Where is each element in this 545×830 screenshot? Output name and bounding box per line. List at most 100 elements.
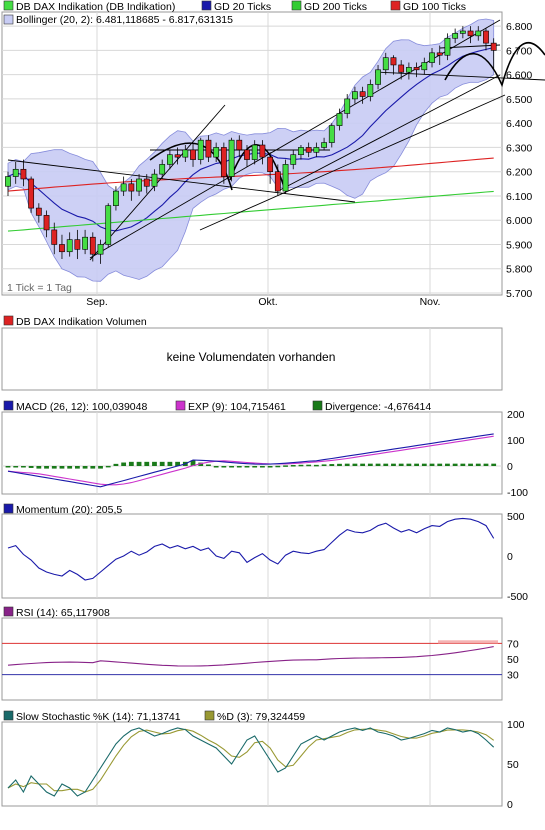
legend-divergence: Divergence: -4,676414 bbox=[325, 401, 431, 413]
legend-swatch-bollinger bbox=[3, 14, 14, 25]
month-label: Nov. bbox=[420, 296, 441, 308]
volume-panel-frame bbox=[1, 327, 503, 391]
candle-body bbox=[344, 98, 351, 114]
legend-volume: DB DAX Indikation Volumen bbox=[16, 316, 147, 328]
divergence-bar bbox=[67, 466, 73, 469]
rsi-line bbox=[7, 646, 494, 667]
candle-body bbox=[97, 244, 104, 255]
divergence-bar bbox=[260, 466, 265, 468]
candle-body bbox=[352, 91, 358, 100]
divergence-bar bbox=[398, 463, 404, 466]
candle-body bbox=[82, 236, 88, 250]
trend-line-5 bbox=[199, 94, 506, 231]
divergence-bar bbox=[468, 463, 473, 466]
divergence-bar bbox=[445, 463, 450, 466]
divergence-bar bbox=[190, 460, 196, 466]
divergence-bar bbox=[21, 466, 26, 468]
divergence-bar bbox=[344, 463, 350, 466]
divergence-bar bbox=[275, 465, 281, 468]
month-label: Okt. bbox=[258, 296, 277, 308]
rsi-tick-label: 50 bbox=[507, 654, 519, 666]
candle-body bbox=[251, 144, 258, 160]
candle-body bbox=[336, 113, 343, 126]
divergence-bar bbox=[36, 466, 42, 469]
momentum-line bbox=[7, 517, 495, 581]
divergence-bar bbox=[244, 466, 250, 468]
divergence-bar bbox=[105, 465, 111, 468]
divergence-bar bbox=[406, 463, 412, 466]
divergence-bar bbox=[13, 466, 19, 468]
macd-panel-frame bbox=[1, 411, 503, 495]
candle-body bbox=[190, 149, 196, 160]
divergence-bar bbox=[452, 463, 458, 466]
divergence-bar bbox=[236, 466, 242, 468]
trend-lines bbox=[7, 19, 545, 261]
divergence-bar bbox=[144, 461, 150, 466]
stoch-k-line bbox=[7, 727, 495, 797]
divergence-bar bbox=[98, 466, 103, 469]
moving-averages bbox=[7, 47, 494, 232]
candle-body bbox=[321, 142, 327, 148]
divergence-bar bbox=[229, 466, 234, 468]
legend-swatch-macd bbox=[3, 400, 14, 411]
legend-rsi: RSI (14): 65,117908 bbox=[16, 607, 110, 619]
divergence-bar bbox=[198, 462, 204, 466]
candle-body bbox=[274, 171, 281, 192]
divergence-bar bbox=[206, 464, 211, 466]
divergence-bar bbox=[283, 465, 288, 467]
main-legend: DB DAX Indikation (DB Indikation) GD 20 … bbox=[3, 0, 466, 294]
candle-body bbox=[105, 205, 112, 245]
candle-body bbox=[267, 156, 274, 172]
divergence-bar bbox=[113, 463, 119, 466]
trend-line-4 bbox=[279, 74, 501, 191]
legend-stoch-d: %D (3): 79,324459 bbox=[217, 711, 305, 723]
candle-body bbox=[290, 154, 297, 165]
legend-gd20: GD 20 Ticks bbox=[214, 1, 271, 13]
main-panel-frame bbox=[1, 11, 503, 296]
divergence-bar bbox=[337, 463, 342, 466]
legend-main: DB DAX Indikation (DB Indikation) bbox=[16, 1, 175, 13]
candle-body bbox=[398, 64, 405, 73]
legend-swatch-gd100 bbox=[390, 0, 401, 11]
tick-note: 1 Tick = 1 Tag bbox=[7, 282, 72, 294]
candle-body bbox=[390, 57, 397, 66]
arc-pattern-3 bbox=[444, 42, 545, 88]
candle-body bbox=[120, 183, 127, 192]
divergence-bar bbox=[221, 466, 227, 468]
divergence-bar bbox=[313, 464, 319, 467]
divergence-bar bbox=[460, 463, 466, 466]
legend-swatch-divergence bbox=[312, 400, 323, 411]
divergence-bar bbox=[414, 463, 419, 466]
divergence-bar bbox=[121, 462, 127, 466]
candle-body bbox=[28, 178, 35, 209]
stoch-tick-label: 50 bbox=[507, 759, 519, 771]
macd-tick-label: 100 bbox=[507, 435, 525, 447]
trend-line-2 bbox=[89, 104, 226, 261]
rsi-overbought-area bbox=[438, 640, 498, 644]
macd-tick-label: 0 bbox=[507, 461, 513, 473]
candle-body bbox=[59, 244, 65, 253]
macd-tick-label: -100 bbox=[507, 487, 528, 499]
candle-body bbox=[359, 91, 366, 97]
momentum-tick-label: 500 bbox=[507, 511, 525, 523]
trend-line-6 bbox=[374, 71, 545, 81]
candle-body bbox=[328, 125, 335, 143]
candle-body bbox=[244, 149, 250, 160]
candle-body bbox=[413, 67, 420, 71]
legend-swatch-stoch-k bbox=[3, 710, 14, 721]
candle-body bbox=[182, 149, 189, 158]
volume-no-data: keine Volumendaten vorhanden bbox=[166, 350, 336, 364]
candle-body bbox=[282, 164, 289, 192]
divergence-bar bbox=[329, 464, 335, 466]
divergence-bar bbox=[290, 465, 296, 467]
candle-body bbox=[467, 30, 474, 37]
candle-body bbox=[5, 176, 11, 187]
month-label: Sep. bbox=[86, 296, 108, 308]
axis-ticks: 5.700 5.800 5.900 6.000 6.100 6.200 6.300 6.400… bbox=[86, 21, 532, 811]
candle-body bbox=[490, 42, 497, 51]
divergence-bar bbox=[136, 461, 142, 466]
price-tick-label: 5.800 bbox=[506, 264, 532, 276]
candle-body bbox=[151, 173, 158, 187]
divergence-bar bbox=[175, 461, 181, 466]
